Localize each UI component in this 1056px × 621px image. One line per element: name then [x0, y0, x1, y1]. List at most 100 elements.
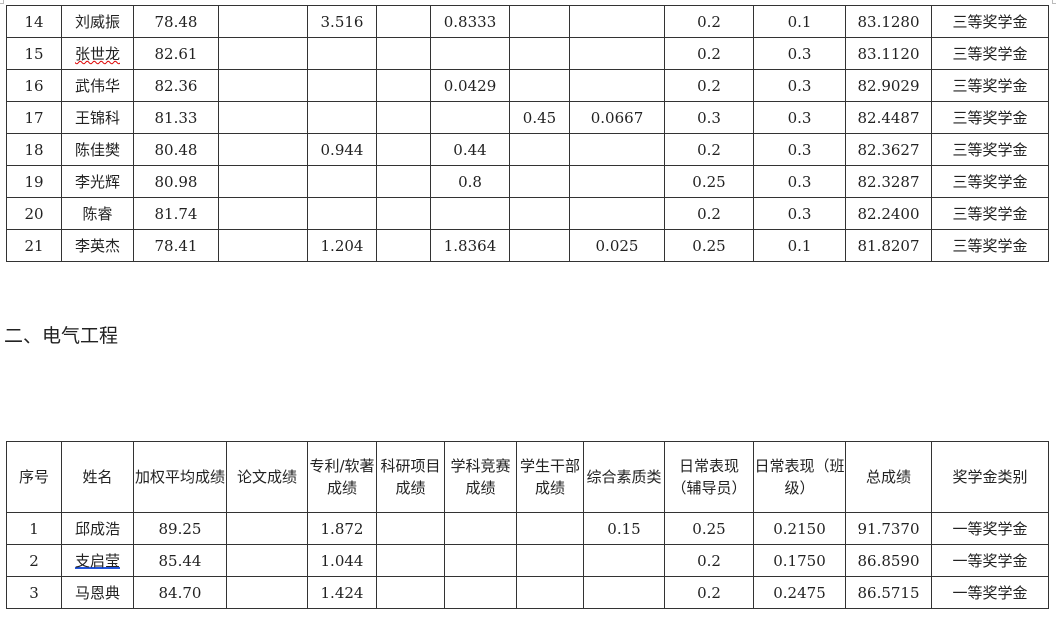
cell-weighted-avg: 84.70: [133, 576, 227, 609]
cell-award-type: 三等奖学金: [931, 37, 1049, 70]
cell-total-score: 86.8590: [845, 544, 932, 577]
cell-name: 马恩典: [61, 576, 134, 609]
cell-weighted-avg: 80.98: [133, 165, 219, 198]
cell-weighted-avg: 82.36: [133, 69, 219, 102]
cell-quality-score: [583, 544, 665, 577]
cell-patent-score: [307, 197, 377, 230]
header-rank: 序号: [6, 441, 62, 513]
cell-cadre-score: 0.45: [509, 101, 570, 134]
cell-quality-score: [569, 133, 665, 166]
cell-patent-score: 1.872: [307, 512, 377, 545]
cell-research-score: [376, 576, 445, 609]
cell-paper-score: [226, 544, 308, 577]
header-paper-score: 论文成绩: [226, 441, 308, 513]
cell-weighted-avg: 81.74: [133, 197, 219, 230]
cell-daily-class: 0.3: [753, 197, 846, 230]
cell-daily-class: 0.1: [753, 5, 846, 38]
cell-competition-score: [430, 197, 510, 230]
cell-patent-score: [307, 37, 377, 70]
cell-award-type: 一等奖学金: [931, 544, 1049, 577]
cell-cadre-score: [509, 165, 570, 198]
cell-quality-score: [569, 165, 665, 198]
cell-weighted-avg: 82.61: [133, 37, 219, 70]
cell-daily-counselor: 0.2: [664, 37, 754, 70]
cell-rank: 19: [6, 165, 62, 198]
header-daily-class: 日常表现（班级）: [753, 441, 846, 513]
cell-paper-score: [218, 69, 308, 102]
cell-award-type: 三等奖学金: [931, 5, 1049, 38]
cell-rank: 16: [6, 69, 62, 102]
cell-quality-score: [569, 5, 665, 38]
cell-daily-class: 0.3: [753, 101, 846, 134]
cell-daily-counselor: 0.2: [664, 576, 754, 609]
cell-weighted-avg: 78.48: [133, 5, 219, 38]
cell-patent-score: [307, 101, 377, 134]
cell-rank: 20: [6, 197, 62, 230]
cell-award-type: 三等奖学金: [931, 133, 1049, 166]
cell-daily-counselor: 0.2: [664, 133, 754, 166]
cell-patent-score: [307, 69, 377, 102]
cell-patent-score: 1.424: [307, 576, 377, 609]
cell-daily-counselor: 0.2: [664, 5, 754, 38]
cell-total-score: 81.8207: [845, 229, 932, 262]
cell-total-score: 83.1120: [845, 37, 932, 70]
cell-quality-score: 0.15: [583, 512, 665, 545]
cell-rank: 18: [6, 133, 62, 166]
cell-award-type: 三等奖学金: [931, 229, 1049, 262]
cell-competition-score: [430, 101, 510, 134]
cell-rank: 2: [6, 544, 62, 577]
cell-rank: 21: [6, 229, 62, 262]
cell-name: 刘威振: [61, 5, 134, 38]
cell-total-score: 82.2400: [845, 197, 932, 230]
table-row: 15 张世龙 82.61 0.2 0.3 83.1120 三等奖学金: [6, 37, 1049, 70]
cell-paper-score: [218, 37, 308, 70]
cell-award-type: 一等奖学金: [931, 576, 1049, 609]
cell-paper-score: [218, 101, 308, 134]
cell-cadre-score: [509, 229, 570, 262]
cell-name: 武伟华: [61, 69, 134, 102]
cell-research-score: [376, 544, 445, 577]
cell-weighted-avg: 80.48: [133, 133, 219, 166]
cell-quality-score: 0.025: [569, 229, 665, 262]
header-total-score: 总成绩: [845, 441, 932, 513]
table-row: 14 刘威振 78.48 3.516 0.8333 0.2 0.1 83.1280 三等奖学金: [6, 5, 1049, 38]
cell-competition-score: 0.8: [430, 165, 510, 198]
cell-paper-score: [218, 133, 308, 166]
header-quality-score: 综合素质类: [583, 441, 665, 513]
cell-cadre-score: [509, 133, 570, 166]
cell-weighted-avg: 85.44: [133, 544, 227, 577]
cell-paper-score: [226, 512, 308, 545]
cell-cadre-score: [509, 5, 570, 38]
header-daily-counselor: 日常表现（辅导员）: [664, 441, 754, 513]
cell-competition-score: 0.0429: [430, 69, 510, 102]
header-cadre-score: 学生干部成绩: [516, 441, 584, 513]
cell-total-score: 82.3627: [845, 133, 932, 166]
cell-competition-score: [430, 37, 510, 70]
cell-quality-score: [583, 576, 665, 609]
cell-research-score: [376, 512, 445, 545]
cell-name: 邱成浩: [61, 512, 134, 545]
cell-daily-counselor: 0.2: [664, 544, 754, 577]
cell-total-score: 82.9029: [845, 69, 932, 102]
cell-research-score: [376, 197, 431, 230]
cell-patent-score: 1.204: [307, 229, 377, 262]
cell-rank: 15: [6, 37, 62, 70]
header-award-type: 奖学金类别: [931, 441, 1049, 513]
cell-cadre-score: [509, 69, 570, 102]
cell-name: 李光辉: [61, 165, 134, 198]
cell-rank: 3: [6, 576, 62, 609]
cell-cadre-score: [516, 544, 584, 577]
cell-research-score: [376, 165, 431, 198]
page-corner-mark: [0, 0, 4, 4]
cell-research-score: [376, 101, 431, 134]
cell-daily-class: 0.2150: [753, 512, 846, 545]
table-row: 18 陈佳樊 80.48 0.944 0.44 0.2 0.3 82.3627 三等奖学金: [6, 133, 1049, 166]
cell-name: 支启莹: [61, 544, 134, 577]
cell-research-score: [376, 229, 431, 262]
cell-total-score: 82.3287: [845, 165, 932, 198]
cell-cadre-score: [516, 512, 584, 545]
table-row: 19 李光辉 80.98 0.8 0.25 0.3 82.3287 三等奖学金: [6, 165, 1049, 198]
cell-patent-score: [307, 165, 377, 198]
cell-cadre-score: [509, 37, 570, 70]
table-row: 3 马恩典 84.70 1.424 0.2 0.2475 86.5715 一等奖学金: [6, 576, 1049, 609]
